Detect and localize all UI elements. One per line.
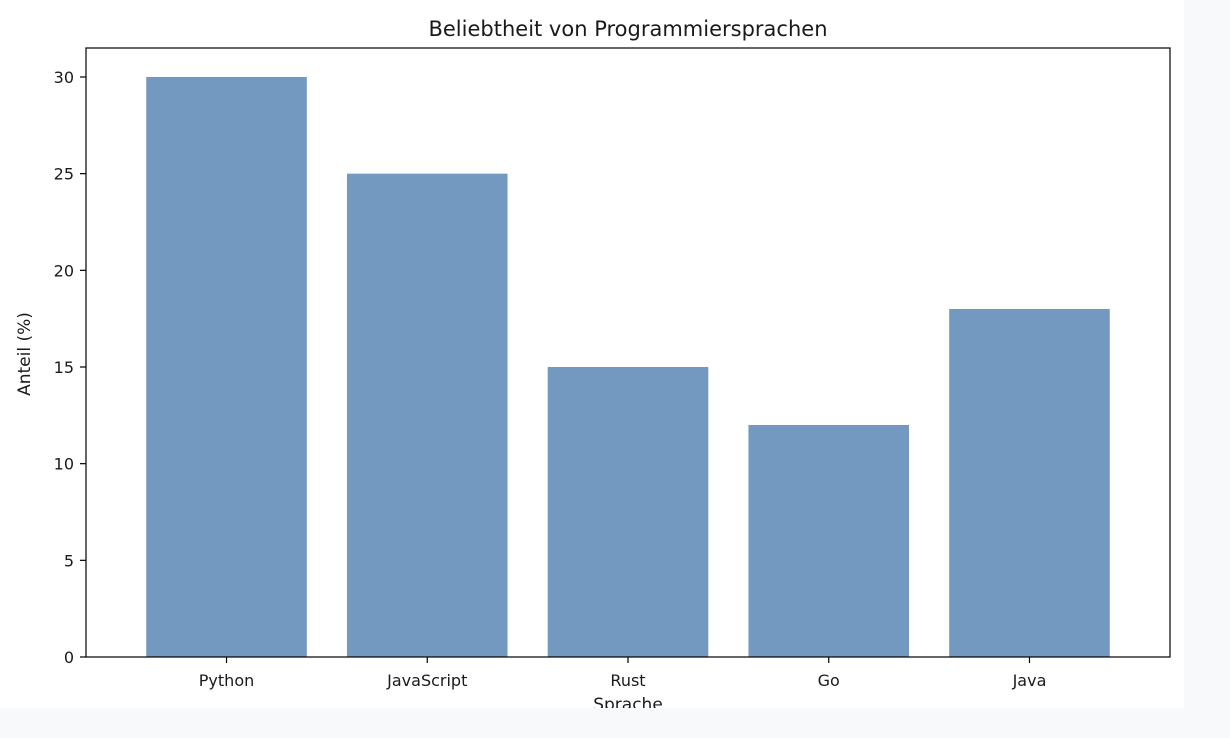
x-axis-label: Sprache	[593, 695, 663, 708]
x-tick-label: Python	[199, 671, 254, 690]
y-tick-label: 20	[54, 261, 74, 280]
y-tick-label: 0	[64, 648, 74, 667]
bar-python	[146, 77, 307, 657]
x-ticks-group: Python JavaScript Rust Go Java	[199, 657, 1047, 690]
bar-rust	[547, 367, 709, 657]
y-tick-label: 30	[54, 68, 74, 87]
bar-java	[949, 309, 1110, 657]
y-tick-label: 5	[64, 551, 74, 570]
y-tick-label: 10	[54, 455, 74, 474]
y-axis-label: Anteil (%)	[15, 312, 35, 396]
bar-javascript	[346, 173, 508, 657]
y-tick-label: 15	[54, 358, 74, 377]
page-bottom-strip	[0, 708, 1230, 738]
bars-group	[146, 77, 1110, 657]
bar-go	[748, 425, 910, 657]
chart-title: Beliebtheit von Programmiersprachen	[428, 17, 827, 41]
x-tick-label: Java	[1012, 671, 1047, 690]
y-tick-label: 25	[54, 165, 74, 184]
plot-frame	[85, 47, 1171, 658]
bar-chart: Beliebtheit von Programmiersprachen Ante…	[15, 17, 1171, 708]
x-tick-label: Go	[818, 671, 840, 690]
page-side-strip	[1184, 0, 1230, 738]
y-ticks-group: 0 5 10 15 20 25 30	[54, 68, 86, 667]
x-tick-label: Rust	[610, 671, 645, 690]
x-tick-label: JavaScript	[386, 671, 467, 690]
